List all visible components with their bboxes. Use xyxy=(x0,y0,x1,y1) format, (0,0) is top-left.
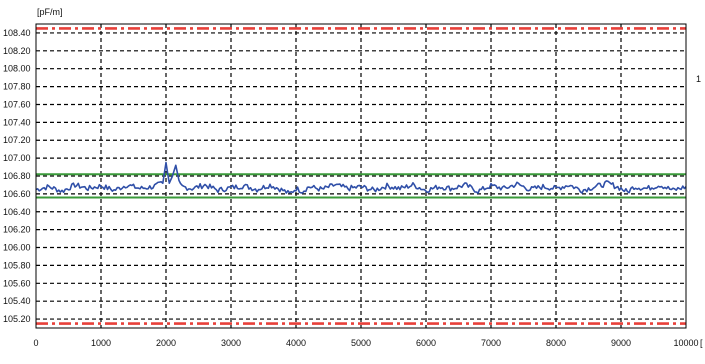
x-tick-labels: 0 1000 2000 3000 4000 5000 6000 7000 8000 9000 100… xyxy=(33,338,698,348)
y-axis-unit-label: [pF/m] xyxy=(37,7,63,17)
series-group xyxy=(35,161,687,194)
x-tick-label: 4000 xyxy=(286,338,306,348)
y-tick-label: 106.20 xyxy=(3,225,31,235)
y-tick-label: 108.40 xyxy=(3,28,31,38)
y-tick-label: 105.20 xyxy=(3,314,31,324)
y-tick-label: 107.40 xyxy=(3,117,31,127)
y-tick-label: 106.60 xyxy=(3,189,31,199)
y-tick-label: 106.40 xyxy=(3,207,31,217)
x-tick-label: 6000 xyxy=(416,338,436,348)
limit-lines xyxy=(36,27,686,325)
x-axis-unit-label: [ xyxy=(700,338,703,348)
y-tick-label: 105.40 xyxy=(3,296,31,306)
y-tick-label: 108.00 xyxy=(3,64,31,74)
x-tick-label: 10000 xyxy=(673,338,698,348)
x-tick-label: 3000 xyxy=(221,338,241,348)
y-tick-label: 106.80 xyxy=(3,171,31,181)
y-tick-label: 105.60 xyxy=(3,278,31,288)
y-tick-label: 106.00 xyxy=(3,243,31,253)
y-tick-label: 107.60 xyxy=(3,99,31,109)
x-tick-label: 1000 xyxy=(91,338,111,348)
x-tick-label: 2000 xyxy=(156,338,176,348)
x-tick-label: 0 xyxy=(33,338,38,348)
y-tick-label: 107.80 xyxy=(3,82,31,92)
grid xyxy=(36,24,686,328)
y-tick-labels: 108.40 108.20 108.00 107.80 107.60 107.40 107.… xyxy=(3,28,31,324)
y-tick-label: 108.20 xyxy=(3,46,31,56)
right-side-label: 1 xyxy=(696,74,701,84)
y-tick-label: 107.00 xyxy=(3,153,31,163)
y-tick-label: 107.20 xyxy=(3,135,31,145)
x-tick-label: 9000 xyxy=(611,338,631,348)
x-tick-label: 8000 xyxy=(546,338,566,348)
series-line xyxy=(35,161,687,194)
plot-frame xyxy=(35,23,687,329)
x-tick-label: 5000 xyxy=(351,338,371,348)
x-tick-label: 7000 xyxy=(481,338,501,348)
y-tick-label: 105.80 xyxy=(3,260,31,270)
